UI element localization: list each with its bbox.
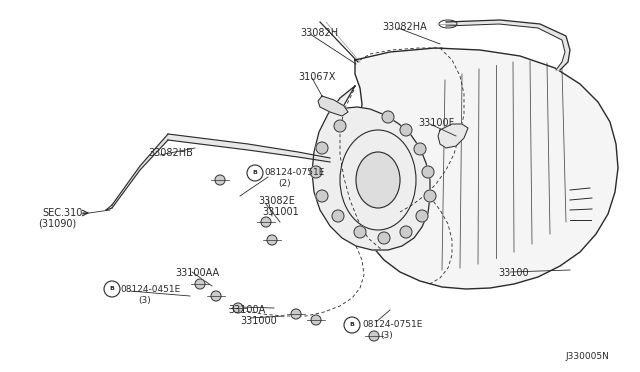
Polygon shape <box>312 86 430 250</box>
Circle shape <box>291 309 301 319</box>
Text: (2): (2) <box>278 179 291 188</box>
Circle shape <box>400 124 412 136</box>
Circle shape <box>424 190 436 202</box>
Circle shape <box>104 281 120 297</box>
Circle shape <box>316 142 328 154</box>
Circle shape <box>195 279 205 289</box>
Text: 33100A: 33100A <box>228 305 265 315</box>
Circle shape <box>233 303 243 313</box>
Text: 33100: 33100 <box>498 268 529 278</box>
Text: SEC.310: SEC.310 <box>42 208 83 218</box>
Text: 31067X: 31067X <box>298 72 335 82</box>
Circle shape <box>267 235 277 245</box>
Circle shape <box>310 166 322 178</box>
Polygon shape <box>438 124 468 148</box>
Text: 33082E: 33082E <box>258 196 295 206</box>
Text: 331001: 331001 <box>262 207 299 217</box>
Circle shape <box>261 217 271 227</box>
Circle shape <box>215 175 225 185</box>
Circle shape <box>354 226 366 238</box>
Text: 33100AA: 33100AA <box>175 268 219 278</box>
Text: 08124-0751E: 08124-0751E <box>362 320 422 329</box>
Circle shape <box>422 166 434 178</box>
Circle shape <box>382 111 394 123</box>
Circle shape <box>414 143 426 155</box>
Polygon shape <box>168 134 330 162</box>
Circle shape <box>211 291 221 301</box>
Polygon shape <box>318 96 348 116</box>
Circle shape <box>378 232 390 244</box>
Text: (3): (3) <box>138 296 151 305</box>
Text: 33082H: 33082H <box>300 28 338 38</box>
Circle shape <box>369 331 379 341</box>
Text: B: B <box>253 170 257 176</box>
Polygon shape <box>112 134 168 208</box>
Text: (3): (3) <box>380 331 393 340</box>
Text: 33082HB: 33082HB <box>148 148 193 158</box>
Circle shape <box>416 210 428 222</box>
Text: 33082HA: 33082HA <box>382 22 427 32</box>
Text: (31090): (31090) <box>38 219 76 229</box>
Circle shape <box>332 210 344 222</box>
Circle shape <box>247 165 263 181</box>
Polygon shape <box>446 20 570 70</box>
Text: J330005N: J330005N <box>565 352 609 361</box>
Text: 33100F: 33100F <box>418 118 454 128</box>
Circle shape <box>334 120 346 132</box>
Text: 08124-0451E: 08124-0451E <box>120 285 180 294</box>
Text: 331000: 331000 <box>240 316 276 326</box>
Circle shape <box>316 190 328 202</box>
Circle shape <box>344 317 360 333</box>
Ellipse shape <box>356 152 400 208</box>
Circle shape <box>311 315 321 325</box>
Circle shape <box>400 226 412 238</box>
Text: B: B <box>109 286 115 292</box>
Text: B: B <box>349 323 355 327</box>
Text: 08124-0751E: 08124-0751E <box>264 168 324 177</box>
Polygon shape <box>354 48 618 289</box>
